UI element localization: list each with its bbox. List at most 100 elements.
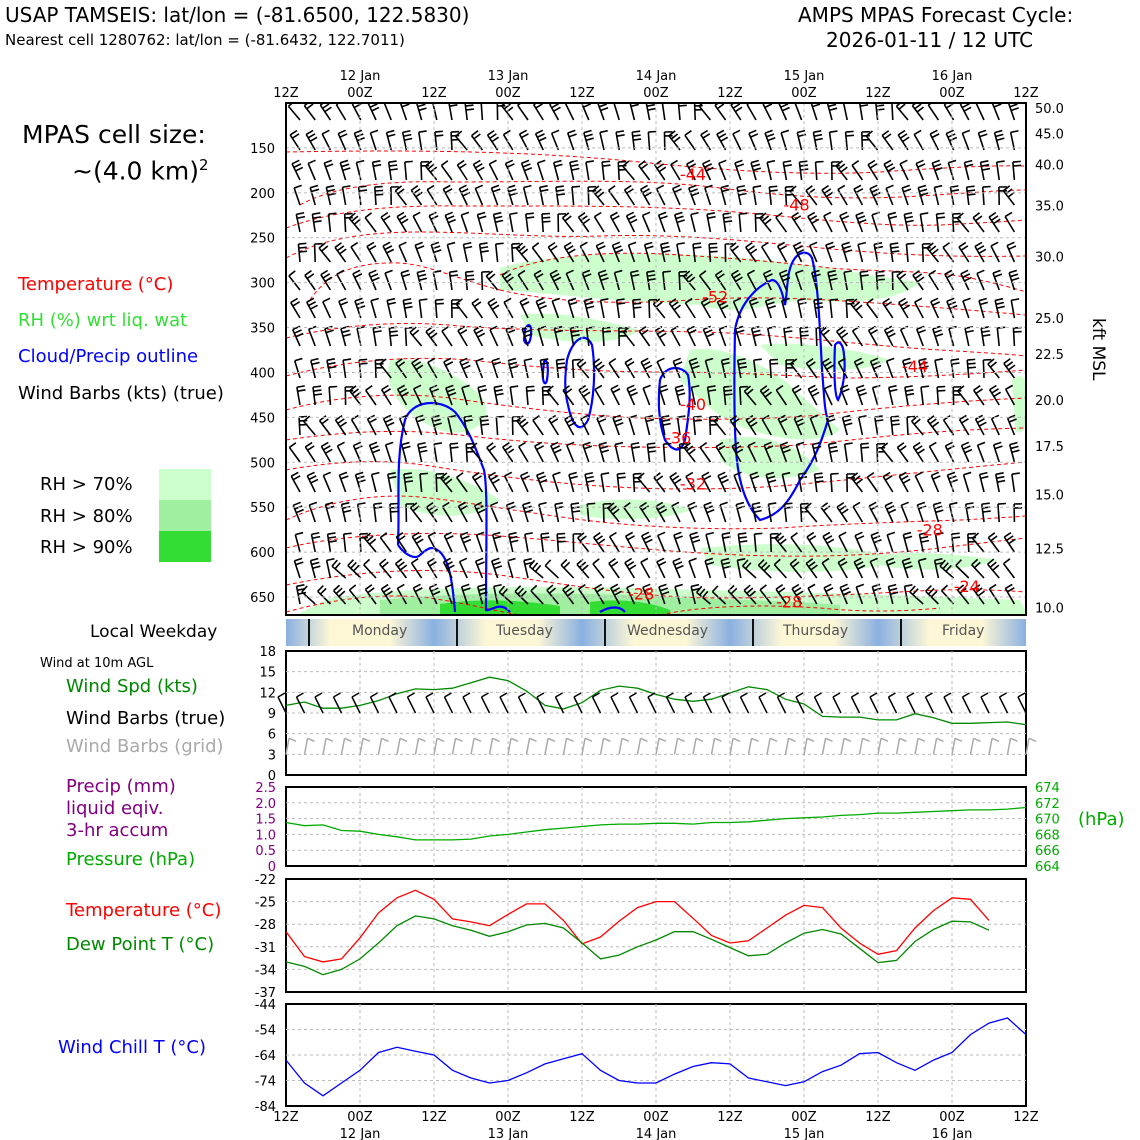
barb-flag xyxy=(370,297,379,302)
barb-flag xyxy=(733,471,742,477)
wind-barb xyxy=(736,558,746,579)
time-tick-top: 12Z xyxy=(421,86,447,101)
barb-flag xyxy=(748,129,757,135)
barb-flag xyxy=(805,185,813,192)
barb-flag xyxy=(476,531,485,536)
legend-temperature: Temperature (°C) xyxy=(18,274,174,295)
wind-barb xyxy=(370,471,380,493)
barb-flag xyxy=(458,501,466,507)
barb-flag xyxy=(358,185,367,188)
barb-flag xyxy=(992,564,1000,571)
barb-flag xyxy=(435,298,444,301)
barb-flag xyxy=(918,557,927,562)
wind-barb xyxy=(313,242,323,263)
barb-flag xyxy=(307,133,316,139)
barb-flag xyxy=(890,242,899,245)
wind-barb xyxy=(716,129,729,151)
barb-flag xyxy=(646,418,655,423)
wind-barb-true xyxy=(721,692,731,714)
barb-staff xyxy=(662,272,666,291)
barb-staff xyxy=(426,562,438,579)
barb-flag xyxy=(365,385,373,391)
barb-staff xyxy=(332,696,343,714)
barb-staff xyxy=(763,445,772,463)
barb-flag xyxy=(434,130,443,133)
barb-staff xyxy=(990,245,1000,263)
barb-flag xyxy=(494,215,503,220)
wind-barb xyxy=(640,531,653,553)
barb-flag xyxy=(671,501,680,507)
barb-flag xyxy=(706,508,715,514)
barb-flag xyxy=(306,103,314,110)
barb-staff xyxy=(480,103,484,121)
barb-staff xyxy=(774,537,788,553)
wind-barb xyxy=(337,129,348,151)
barb-staff xyxy=(610,696,620,714)
barb-staff xyxy=(979,162,985,181)
barb-flag xyxy=(857,241,867,246)
barb-staff xyxy=(704,560,712,579)
barb-flag xyxy=(659,332,667,339)
barb-staff xyxy=(877,738,882,755)
barb-staff xyxy=(592,363,605,379)
barb-staff xyxy=(401,132,408,151)
wind-barb xyxy=(336,441,347,463)
barb-staff xyxy=(702,163,712,181)
barb-flag xyxy=(989,561,997,568)
barb-flag xyxy=(763,564,771,572)
barb-flag xyxy=(471,298,480,304)
barb-flag xyxy=(477,211,486,216)
wind-barb xyxy=(474,557,485,579)
barb-flag xyxy=(644,538,653,544)
barb-flag xyxy=(293,184,302,189)
wind-barb xyxy=(854,531,865,553)
wind-barb xyxy=(387,160,398,181)
barb-flag xyxy=(343,532,352,535)
wind-barb xyxy=(678,443,688,463)
barb-flag xyxy=(842,414,851,419)
barb-flag xyxy=(906,692,915,698)
barb-flag xyxy=(951,188,960,192)
barb-staff xyxy=(658,586,666,605)
barb-staff xyxy=(409,331,423,347)
barb-flag xyxy=(370,445,379,450)
barb-staff xyxy=(614,444,620,463)
wind-barb xyxy=(916,325,926,347)
wind-barb xyxy=(410,557,423,579)
barb-flag xyxy=(719,475,728,481)
wind-barb xyxy=(519,471,530,493)
barb-flag xyxy=(925,692,933,698)
wind-barb xyxy=(555,358,566,379)
wind-barb-grid xyxy=(636,737,648,755)
barb-staff xyxy=(926,420,940,436)
barb-flag xyxy=(793,388,802,394)
wind-barb xyxy=(976,269,985,291)
barb-flag xyxy=(410,502,418,509)
barb-flag xyxy=(602,164,611,167)
barb-flag xyxy=(731,441,740,447)
cross-section-frame xyxy=(285,102,1027,616)
barb-staff xyxy=(380,389,392,406)
barb-flag xyxy=(909,585,916,593)
wind-barb xyxy=(964,325,974,347)
barb-staff xyxy=(739,696,750,714)
barb-staff xyxy=(918,360,924,379)
date-tick-bottom: 15 Jan xyxy=(784,1127,825,1140)
barb-flag xyxy=(379,358,387,365)
barb-flag xyxy=(432,590,441,596)
barb-flag xyxy=(850,298,858,305)
barb-flag xyxy=(930,590,938,598)
barb-staff xyxy=(296,387,301,406)
barb-flag xyxy=(757,559,765,566)
time-tick-bottom: 12Z xyxy=(569,1110,595,1125)
barb-flag xyxy=(804,502,812,509)
barb-flag xyxy=(904,584,913,588)
barb-flag xyxy=(433,442,443,446)
barb-staff xyxy=(277,696,287,714)
barb-flag xyxy=(369,418,377,424)
barb-flag xyxy=(449,274,459,277)
wind-barb xyxy=(1002,558,1016,579)
wind-barb xyxy=(842,103,848,121)
barb-staff xyxy=(411,362,423,379)
barb-flag xyxy=(473,737,482,743)
